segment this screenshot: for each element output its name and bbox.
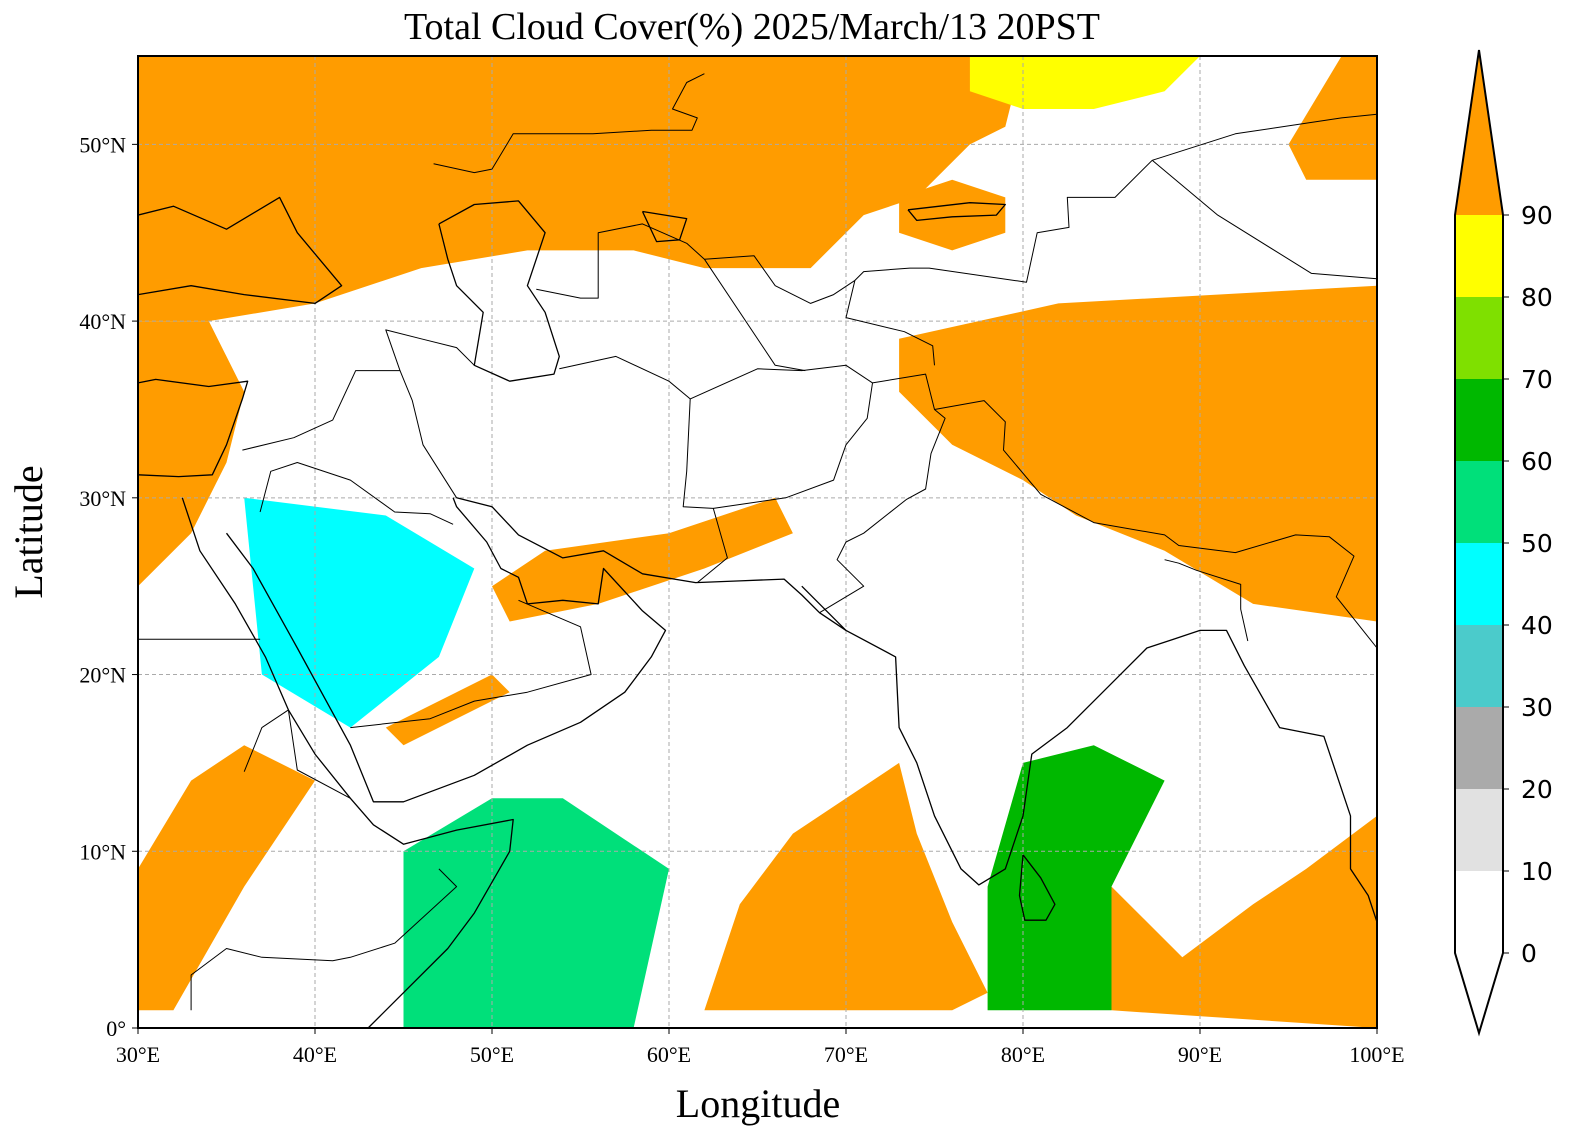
x-tick-label: 40°E xyxy=(293,1042,337,1067)
colorbar-label: 20 xyxy=(1521,775,1553,804)
x-tick-label: 70°E xyxy=(824,1042,868,1067)
cloud-region-arabia-scattered xyxy=(244,497,475,728)
map-panel xyxy=(137,55,1378,1029)
y-tick-label: 50°N xyxy=(79,132,126,157)
colorbar-extend-bottom xyxy=(1455,953,1503,1033)
cloud-region-equatorial-ocean-overcast xyxy=(704,762,988,1011)
coastline-indian-peninsula xyxy=(801,585,1377,923)
y-axis-label: Latitude xyxy=(6,465,51,598)
y-tick-label: 0° xyxy=(106,1016,126,1041)
colorbar-segment xyxy=(1455,789,1503,871)
borders-layer xyxy=(138,73,1377,1011)
country-border xyxy=(819,373,946,614)
colorbar-label: 90 xyxy=(1521,201,1553,230)
x-tick-label: 30°E xyxy=(116,1042,160,1067)
cloud-region-southeast-overcast xyxy=(1111,815,1377,1028)
map-frame xyxy=(137,55,1378,1029)
country-border xyxy=(934,400,1377,649)
coastline-mediterranean xyxy=(138,378,249,478)
x-axis-ticks: 30°E 40°E 50°E 60°E 70°E 80°E 90°E 100°E xyxy=(116,1028,1405,1067)
coastline-iran-pakistan-coast xyxy=(456,497,847,631)
country-border xyxy=(433,73,705,174)
colorbar-label: 70 xyxy=(1521,365,1553,394)
cloud-region-central-asia-blob xyxy=(899,179,1006,251)
colorbar-segment xyxy=(1455,625,1503,707)
x-axis-label: Longitude xyxy=(676,1081,840,1126)
cloud-cover-layer xyxy=(138,56,1377,1028)
colorbar: 0 10 20 30 40 50 60 70 80 90 xyxy=(1454,49,1553,1037)
coastlines-layer xyxy=(138,196,1377,1028)
coastline-balkhash xyxy=(907,202,1006,222)
colorbar-segment xyxy=(1455,215,1503,297)
coastline-arabian-peninsula xyxy=(225,497,667,803)
coastline-black-caspian xyxy=(138,196,343,305)
colorbar-segment xyxy=(1455,379,1503,461)
y-axis-ticks: 0° 10°N 20°N 30°N 40°N 50°N xyxy=(79,132,138,1041)
colorbar-label: 0 xyxy=(1521,939,1537,968)
colorbar-segment xyxy=(1455,297,1503,379)
cloud-region-horn-of-africa xyxy=(138,745,315,1011)
country-border xyxy=(536,159,1153,304)
colorbar-label: 40 xyxy=(1521,611,1553,640)
colorbar-label: 50 xyxy=(1521,529,1553,558)
x-tick-label: 50°E xyxy=(470,1042,514,1067)
country-border xyxy=(845,280,935,366)
country-border xyxy=(703,258,806,372)
x-tick-label: 80°E xyxy=(1001,1042,1045,1067)
x-tick-label: 60°E xyxy=(647,1042,691,1067)
cloud-region-east-med-turkey xyxy=(138,321,245,587)
country-border xyxy=(190,868,458,1011)
country-border xyxy=(385,329,475,371)
colorbar-segment xyxy=(1455,461,1503,543)
colorbar-label: 10 xyxy=(1521,857,1553,886)
cloud-region-tibet-china-overcast xyxy=(899,285,1377,622)
colorbar-segment xyxy=(1455,871,1503,953)
colorbar-label: 80 xyxy=(1521,283,1553,312)
country-border xyxy=(1152,113,1377,161)
country-border xyxy=(689,364,873,509)
colorbar-segment xyxy=(1455,707,1503,789)
colorbar-extend-top xyxy=(1455,50,1503,215)
cloud-region-europe-russia-overcast xyxy=(138,56,1023,322)
country-border xyxy=(1151,159,1377,280)
cloud-region-indian-ocean-mixed-cloud xyxy=(403,798,669,1028)
country-border xyxy=(242,370,458,499)
coastline-caspian-sea xyxy=(438,200,560,382)
y-tick-label: 30°N xyxy=(79,486,126,511)
country-border xyxy=(350,599,592,729)
country-border xyxy=(243,709,351,799)
cloud-region-arabian-sea-band xyxy=(492,497,793,622)
x-tick-label: 90°E xyxy=(1178,1042,1222,1067)
y-tick-label: 20°N xyxy=(79,663,126,688)
country-border xyxy=(259,462,454,525)
country-border xyxy=(559,355,728,583)
x-tick-label: 100°E xyxy=(1349,1042,1404,1067)
cloud-region-northeast-overcast xyxy=(1288,56,1377,180)
country-border xyxy=(1164,559,1249,642)
figure-title: Total Cloud Cover(%) 2025/March/13 20PST xyxy=(404,6,1100,48)
cloud-region-mongolia-yellow-band xyxy=(969,56,1200,109)
colorbar-segment xyxy=(1455,543,1503,625)
coastline-sri-lanka xyxy=(1018,854,1056,921)
cloud-region-yemen-streak xyxy=(385,674,510,746)
y-tick-label: 40°N xyxy=(79,309,126,334)
coastline-red-sea-africa xyxy=(181,497,514,1028)
colorbar-label: 30 xyxy=(1521,693,1553,722)
colorbar-label: 60 xyxy=(1521,447,1553,476)
cloud-region-bay-of-bengal-mixed xyxy=(987,745,1165,1011)
y-tick-label: 10°N xyxy=(79,839,126,864)
